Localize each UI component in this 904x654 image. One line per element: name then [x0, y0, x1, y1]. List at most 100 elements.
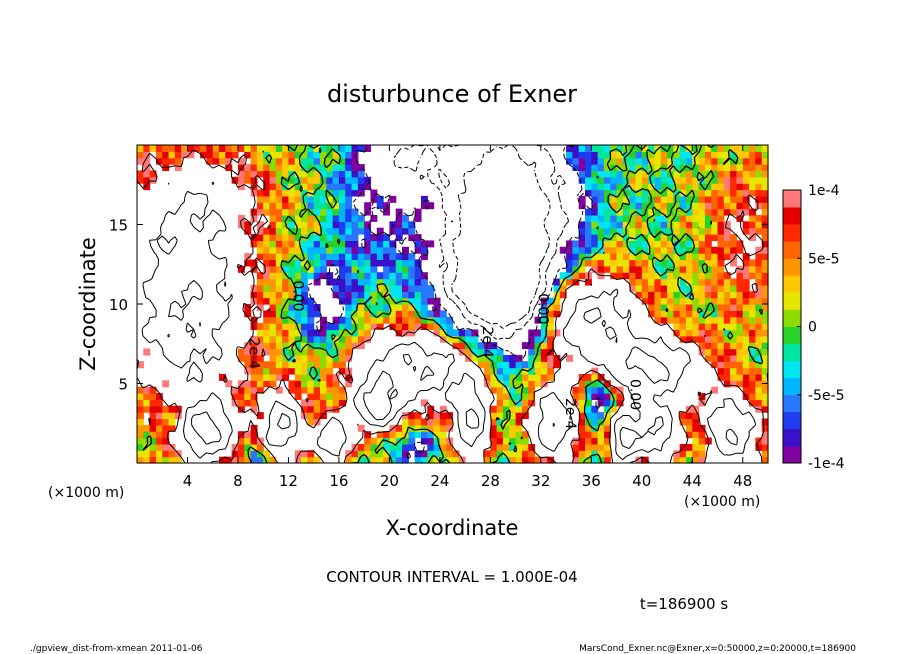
colorbar-swatch: [783, 377, 801, 396]
heatmap-cell: [730, 259, 738, 267]
heatmap-cell: [521, 412, 529, 420]
heatmap-cell: [723, 195, 731, 203]
heatmap-cell: [597, 399, 605, 407]
contour-line-negative: [393, 144, 570, 340]
heatmap-cell: [692, 157, 700, 165]
heatmap-cell: [496, 412, 504, 420]
heatmap-cell: [149, 170, 157, 178]
heatmap-cell: [711, 335, 719, 343]
heatmap-cell: [635, 183, 643, 191]
heatmap-cell: [585, 145, 592, 152]
heatmap-cell: [603, 170, 611, 178]
heatmap-cell: [654, 291, 662, 299]
heatmap-cell: [641, 456, 649, 464]
x-tick-label: 32: [531, 472, 550, 490]
heatmap-cell: [338, 342, 346, 350]
heatmap-cell: [477, 361, 485, 369]
contour-label: 0.00: [626, 379, 642, 410]
heatmap-cell: [648, 157, 656, 165]
heatmap-cell: [452, 335, 460, 343]
heatmap-cell: [383, 234, 390, 241]
heatmap-cell: [338, 195, 346, 203]
heatmap-cell: [237, 393, 245, 400]
heatmap-cell: [597, 189, 605, 197]
heatmap-cell: [730, 380, 738, 388]
heatmap-cell: [749, 189, 756, 197]
heatmap-cell: [692, 202, 700, 210]
heatmap-cell: [509, 424, 517, 432]
heatmap-cell: [250, 259, 258, 267]
heatmap-cell: [376, 195, 384, 203]
heatmap-cell: [717, 354, 725, 362]
heatmap-cell: [515, 361, 523, 369]
heatmap-cell: [155, 450, 163, 458]
heatmap-cell: [275, 386, 283, 394]
heatmap-cell: [597, 164, 605, 172]
heatmap-cell: [761, 240, 769, 248]
heatmap-cell: [326, 246, 334, 254]
heatmap-cell: [755, 170, 763, 178]
heatmap-cell: [730, 246, 738, 254]
heatmap-cell: [679, 157, 687, 165]
heatmap-cell: [263, 316, 271, 324]
heatmap-cell: [433, 443, 441, 451]
heatmap-cell: [496, 450, 504, 458]
heatmap-cell: [667, 189, 674, 197]
heatmap-cell: [572, 151, 580, 159]
heatmap-cell: [723, 221, 731, 229]
heatmap-cell: [761, 297, 769, 305]
heatmap-cell: [749, 265, 756, 273]
heatmap-cell: [761, 176, 769, 184]
heatmap-cell: [282, 373, 290, 381]
heatmap-cell: [282, 265, 290, 273]
heatmap-cell: [319, 253, 327, 261]
heatmap-cell: [326, 393, 334, 400]
heatmap-cell: [326, 373, 334, 381]
heatmap-cell: [439, 443, 447, 451]
heatmap-cell: [736, 272, 744, 280]
heatmap-cell: [742, 354, 750, 362]
heatmap-cell: [717, 202, 725, 210]
heatmap-cell: [704, 208, 712, 216]
heatmap-cell: [679, 164, 687, 172]
heatmap-cell: [591, 456, 599, 464]
heatmap-cell: [351, 450, 359, 458]
heatmap-cell: [414, 265, 422, 273]
heatmap-cell: [585, 234, 592, 241]
heatmap-cell: [370, 259, 378, 267]
heatmap-cell: [635, 259, 643, 267]
heatmap-cell: [414, 208, 422, 216]
heatmap-cell: [717, 246, 725, 254]
x-tick-label: 48: [733, 472, 752, 490]
heatmap-cell: [761, 418, 769, 426]
heatmap-cell: [692, 221, 700, 229]
heatmap-cell: [237, 354, 245, 362]
heatmap-cell: [736, 342, 744, 350]
heatmap-cell: [597, 443, 605, 451]
heatmap-cell: [698, 265, 706, 273]
heatmap-cell: [528, 354, 536, 362]
heatmap-cell: [143, 405, 151, 413]
heatmap-cell: [269, 176, 277, 184]
heatmap-cell: [307, 361, 315, 369]
heatmap-cell: [749, 386, 756, 394]
heatmap-cell: [269, 272, 277, 280]
heatmap-cell: [244, 399, 252, 407]
heatmap-cell: [711, 361, 719, 369]
heatmap-cell: [730, 189, 738, 197]
heatmap-cell: [402, 304, 409, 311]
heatmap-cell: [540, 316, 548, 324]
heatmap-cell: [256, 329, 264, 337]
heatmap-cell: [717, 189, 725, 197]
chart-title: disturbunce of Exner: [327, 80, 577, 108]
heatmap-cell: [692, 443, 700, 451]
x-tick-label: 12: [279, 472, 298, 490]
heatmap-cell: [174, 151, 182, 159]
heatmap-cell: [673, 157, 681, 165]
heatmap-cell: [345, 157, 353, 165]
heatmap-cell: [256, 195, 264, 203]
heatmap-cell: [263, 456, 271, 464]
heatmap-cell: [269, 221, 277, 229]
heatmap-cell: [610, 265, 618, 273]
heatmap-cell: [502, 354, 510, 362]
